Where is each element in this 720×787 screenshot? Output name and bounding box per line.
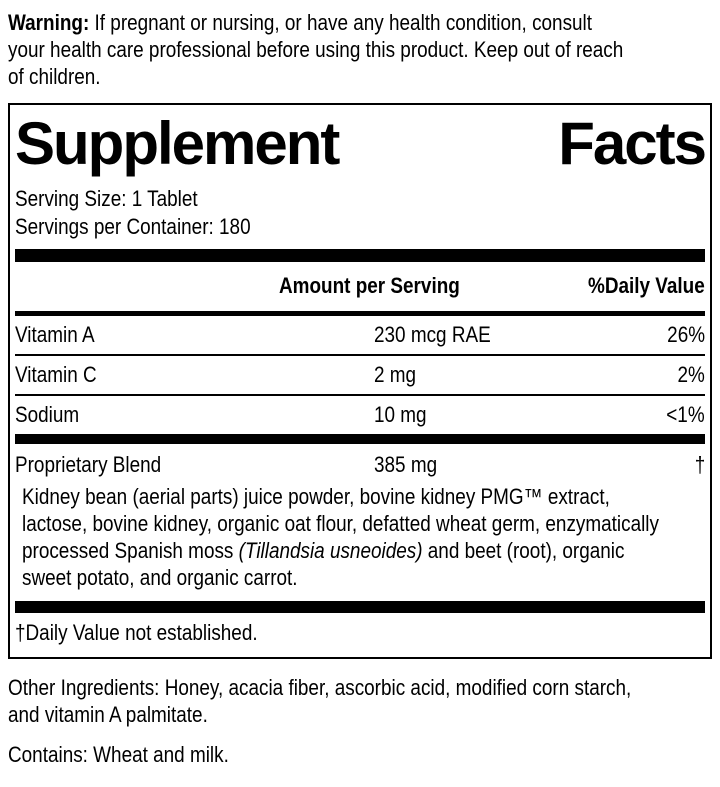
other-ingredients: Other Ingredients: Honey, acacia fiber, …: [8, 674, 712, 728]
nutrient-amount: 2 mg: [374, 362, 417, 387]
proprietary-blend-description: Kidney bean (aerial parts) juice powder,…: [15, 480, 705, 596]
nutrient-name: Proprietary Blend: [15, 452, 162, 477]
nutrient-daily-value: 26%: [667, 322, 705, 347]
daily-value-dagger: †: [694, 452, 705, 477]
panel-title-word-2: Facts: [558, 109, 707, 177]
divider-thick-bottom: [15, 601, 705, 613]
nutrient-amount: 230 mcg RAE: [374, 322, 491, 347]
latin-name: (Tillandsia usneoides): [238, 538, 423, 563]
warning-text-2: your health care professional before usi…: [8, 37, 624, 62]
nutrient-daily-value: <1%: [666, 402, 705, 427]
nutrient-amount: 10 mg: [374, 402, 427, 427]
warning-label: Warning:: [8, 10, 90, 35]
blend-line-4: sweet potato, and organic carrot.: [22, 565, 298, 590]
nutrient-name: Vitamin A: [15, 322, 95, 347]
divider-thick-top: [15, 249, 705, 262]
table-header-row: Amount per Serving %Daily Value: [15, 262, 705, 316]
table-row-proprietary-blend: Proprietary Blend 385 mg †: [15, 444, 705, 480]
servings-per-container: Servings per Container: 180: [15, 214, 251, 239]
other-ingredients-line-2: and vitamin A palmitate.: [8, 702, 208, 727]
column-header-daily-value: %Daily Value: [588, 273, 705, 298]
warning-line-3: of children.: [8, 63, 712, 90]
nutrient-amount: 385 mg: [374, 452, 438, 477]
warning-text-3: of children.: [8, 64, 101, 89]
other-ingredients-line-1: Other Ingredients: Honey, acacia fiber, …: [8, 675, 632, 700]
blend-line-2: lactose, bovine kidney, organic oat flou…: [22, 511, 659, 536]
warning-text-1: If pregnant or nursing, or have any heal…: [89, 10, 593, 35]
table-row-vitamin-a: Vitamin A 230 mcg RAE 26%: [15, 316, 705, 356]
allergen-statement: Contains: Wheat and milk.: [8, 742, 229, 767]
supplement-facts-panel: Supplement Facts Serving Size: 1 Tablet …: [8, 103, 712, 659]
nutrient-name: Vitamin C: [15, 362, 97, 387]
column-header-amount: Amount per Serving: [279, 273, 460, 298]
nutrient-name: Sodium: [15, 402, 80, 427]
warning-line-2: your health care professional before usi…: [8, 36, 712, 63]
serving-size: Serving Size: 1 Tablet: [15, 186, 198, 211]
nutrient-daily-value: 2%: [677, 362, 705, 387]
blend-line-1: Kidney bean (aerial parts) juice powder,…: [22, 484, 610, 509]
label-code: 05: [8, 783, 712, 787]
serving-info: Serving Size: 1 Tablet Servings per Cont…: [15, 185, 705, 241]
daily-value-footnote: †Daily Value not established.: [15, 620, 258, 645]
table-row-sodium: Sodium 10 mg <1%: [15, 396, 705, 434]
table-row-vitamin-c: Vitamin C 2 mg 2%: [15, 356, 705, 396]
panel-title-word-1: Supplement: [15, 109, 340, 177]
panel-title: Supplement Facts: [15, 107, 707, 177]
divider-thick-middle: [15, 434, 705, 444]
warning-line-1: Warning: If pregnant or nursing, or have…: [8, 9, 712, 36]
warning-paragraph: Warning: If pregnant or nursing, or have…: [8, 9, 712, 90]
blend-line-3: processed Spanish moss (Tillandsia usneo…: [22, 538, 625, 563]
